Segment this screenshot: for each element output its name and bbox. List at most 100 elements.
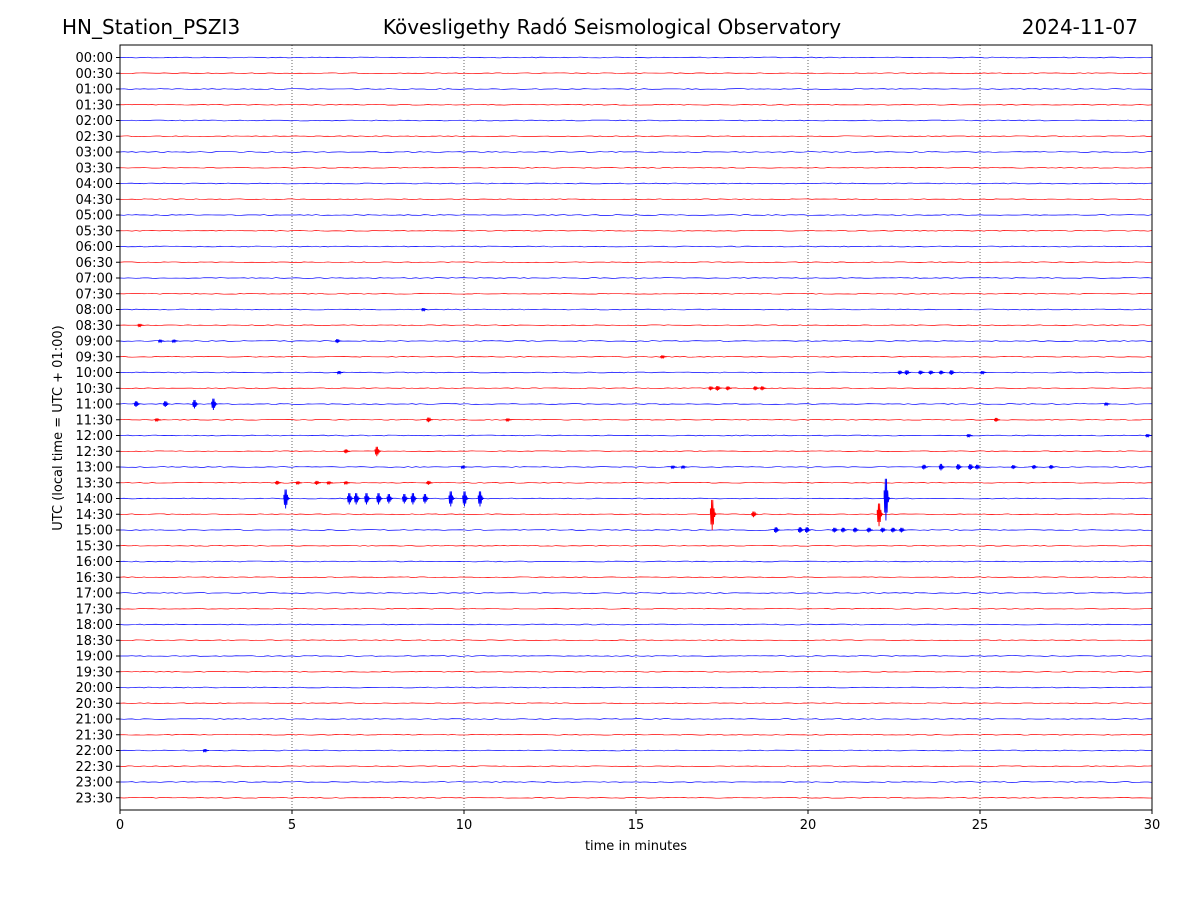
trace-line — [119, 702, 1153, 705]
event-mark — [274, 480, 282, 485]
event-mark — [773, 527, 781, 534]
trace-line — [119, 670, 1153, 673]
event-mark — [211, 398, 218, 411]
x-tick-label: 25 — [972, 818, 989, 833]
event-mark — [410, 493, 418, 505]
event-mark — [376, 493, 383, 505]
trace-line — [119, 371, 1153, 374]
event-mark — [725, 386, 732, 391]
trace-line — [119, 56, 1153, 59]
y-tick-label: 00:00 — [76, 51, 113, 66]
y-tick-label: 05:00 — [76, 209, 113, 224]
trace-line — [119, 781, 1153, 783]
y-tick-label: 14:00 — [76, 492, 113, 507]
event-mark — [326, 481, 333, 486]
event-mark — [505, 418, 512, 423]
event-mark — [832, 527, 839, 533]
x-tick-label: 10 — [456, 818, 473, 833]
y-tick-label: 07:00 — [76, 272, 113, 287]
y-tick-label: 14:30 — [76, 508, 113, 523]
y-tick-label: 15:30 — [76, 539, 113, 554]
event-mark — [955, 464, 963, 471]
event-mark — [759, 386, 767, 391]
event-mark — [422, 493, 430, 504]
trace-line — [119, 245, 1153, 248]
trace-line — [119, 639, 1153, 642]
y-tick-label: 21:30 — [76, 728, 113, 743]
y-tick-label: 01:30 — [76, 98, 113, 113]
event-mark — [192, 399, 199, 409]
event-mark — [202, 749, 210, 753]
event-mark — [426, 417, 433, 423]
trace-line — [119, 324, 1153, 327]
trace-line — [119, 403, 1153, 405]
event-mark — [993, 417, 1001, 422]
x-tick-label: 30 — [1144, 818, 1161, 833]
event-mark — [154, 418, 161, 423]
x-tick-label: 20 — [800, 818, 817, 833]
trace-line — [119, 796, 1153, 799]
trace-line — [119, 749, 1153, 752]
y-tick-label: 10:30 — [76, 382, 113, 397]
station-name: HN_Station_PSZI3 — [62, 15, 241, 39]
trace-line — [119, 718, 1153, 720]
event-mark — [314, 480, 321, 485]
event-mark — [938, 370, 946, 375]
event-mark — [343, 481, 351, 486]
y-tick-label: 13:00 — [76, 461, 113, 476]
trace-line — [119, 277, 1153, 279]
event-mark — [295, 481, 302, 486]
trace-line — [119, 151, 1153, 153]
trace-line — [119, 529, 1153, 531]
y-tick-label: 11:00 — [76, 398, 113, 413]
event-mark — [904, 370, 911, 376]
y-tick-label: 19:00 — [76, 650, 113, 665]
y-tick-label: 06:00 — [76, 240, 113, 255]
event-mark — [938, 463, 946, 471]
y-tick-label: 00:30 — [76, 67, 113, 82]
y-axis-ticks: 00:0000:3001:0001:3002:0002:3003:0003:30… — [76, 51, 120, 806]
event-mark — [866, 527, 873, 533]
event-mark — [1145, 434, 1152, 438]
event-mark — [899, 527, 906, 533]
event-marks — [133, 308, 1152, 753]
event-mark — [137, 323, 144, 328]
y-tick-label: 07:30 — [76, 287, 113, 302]
event-mark — [974, 464, 982, 470]
trace-line — [119, 576, 1153, 579]
trace-line — [119, 198, 1153, 201]
event-mark — [715, 385, 722, 391]
event-mark — [426, 480, 433, 485]
event-mark — [402, 493, 409, 504]
y-tick-label: 11:30 — [76, 413, 113, 428]
trace-line — [119, 607, 1153, 610]
y-tick-label: 05:30 — [76, 224, 113, 239]
event-mark — [949, 370, 956, 376]
trace-line — [119, 765, 1153, 768]
x-tick-label: 5 — [288, 818, 296, 833]
event-mark — [897, 370, 904, 375]
event-mark — [840, 527, 848, 533]
grid-lines — [291, 45, 981, 810]
event-mark — [751, 511, 758, 518]
event-mark — [171, 339, 179, 344]
trace-line — [119, 229, 1153, 232]
y-tick-label: 17:30 — [76, 602, 113, 617]
trace-line — [119, 387, 1153, 390]
y-tick-label: 23:30 — [76, 791, 113, 806]
event-mark — [680, 465, 688, 470]
trace-line — [119, 592, 1153, 594]
event-mark — [1031, 465, 1039, 470]
y-tick-label: 22:30 — [76, 760, 113, 775]
y-tick-label: 17:00 — [76, 587, 113, 602]
y-tick-label: 16:30 — [76, 571, 113, 586]
event-mark — [852, 527, 860, 533]
event-mark — [918, 370, 925, 375]
event-mark — [420, 308, 428, 312]
event-mark — [283, 489, 290, 509]
event-mark — [353, 493, 361, 505]
event-mark — [966, 434, 973, 438]
trace-line — [119, 450, 1153, 453]
trace-line — [119, 261, 1153, 264]
